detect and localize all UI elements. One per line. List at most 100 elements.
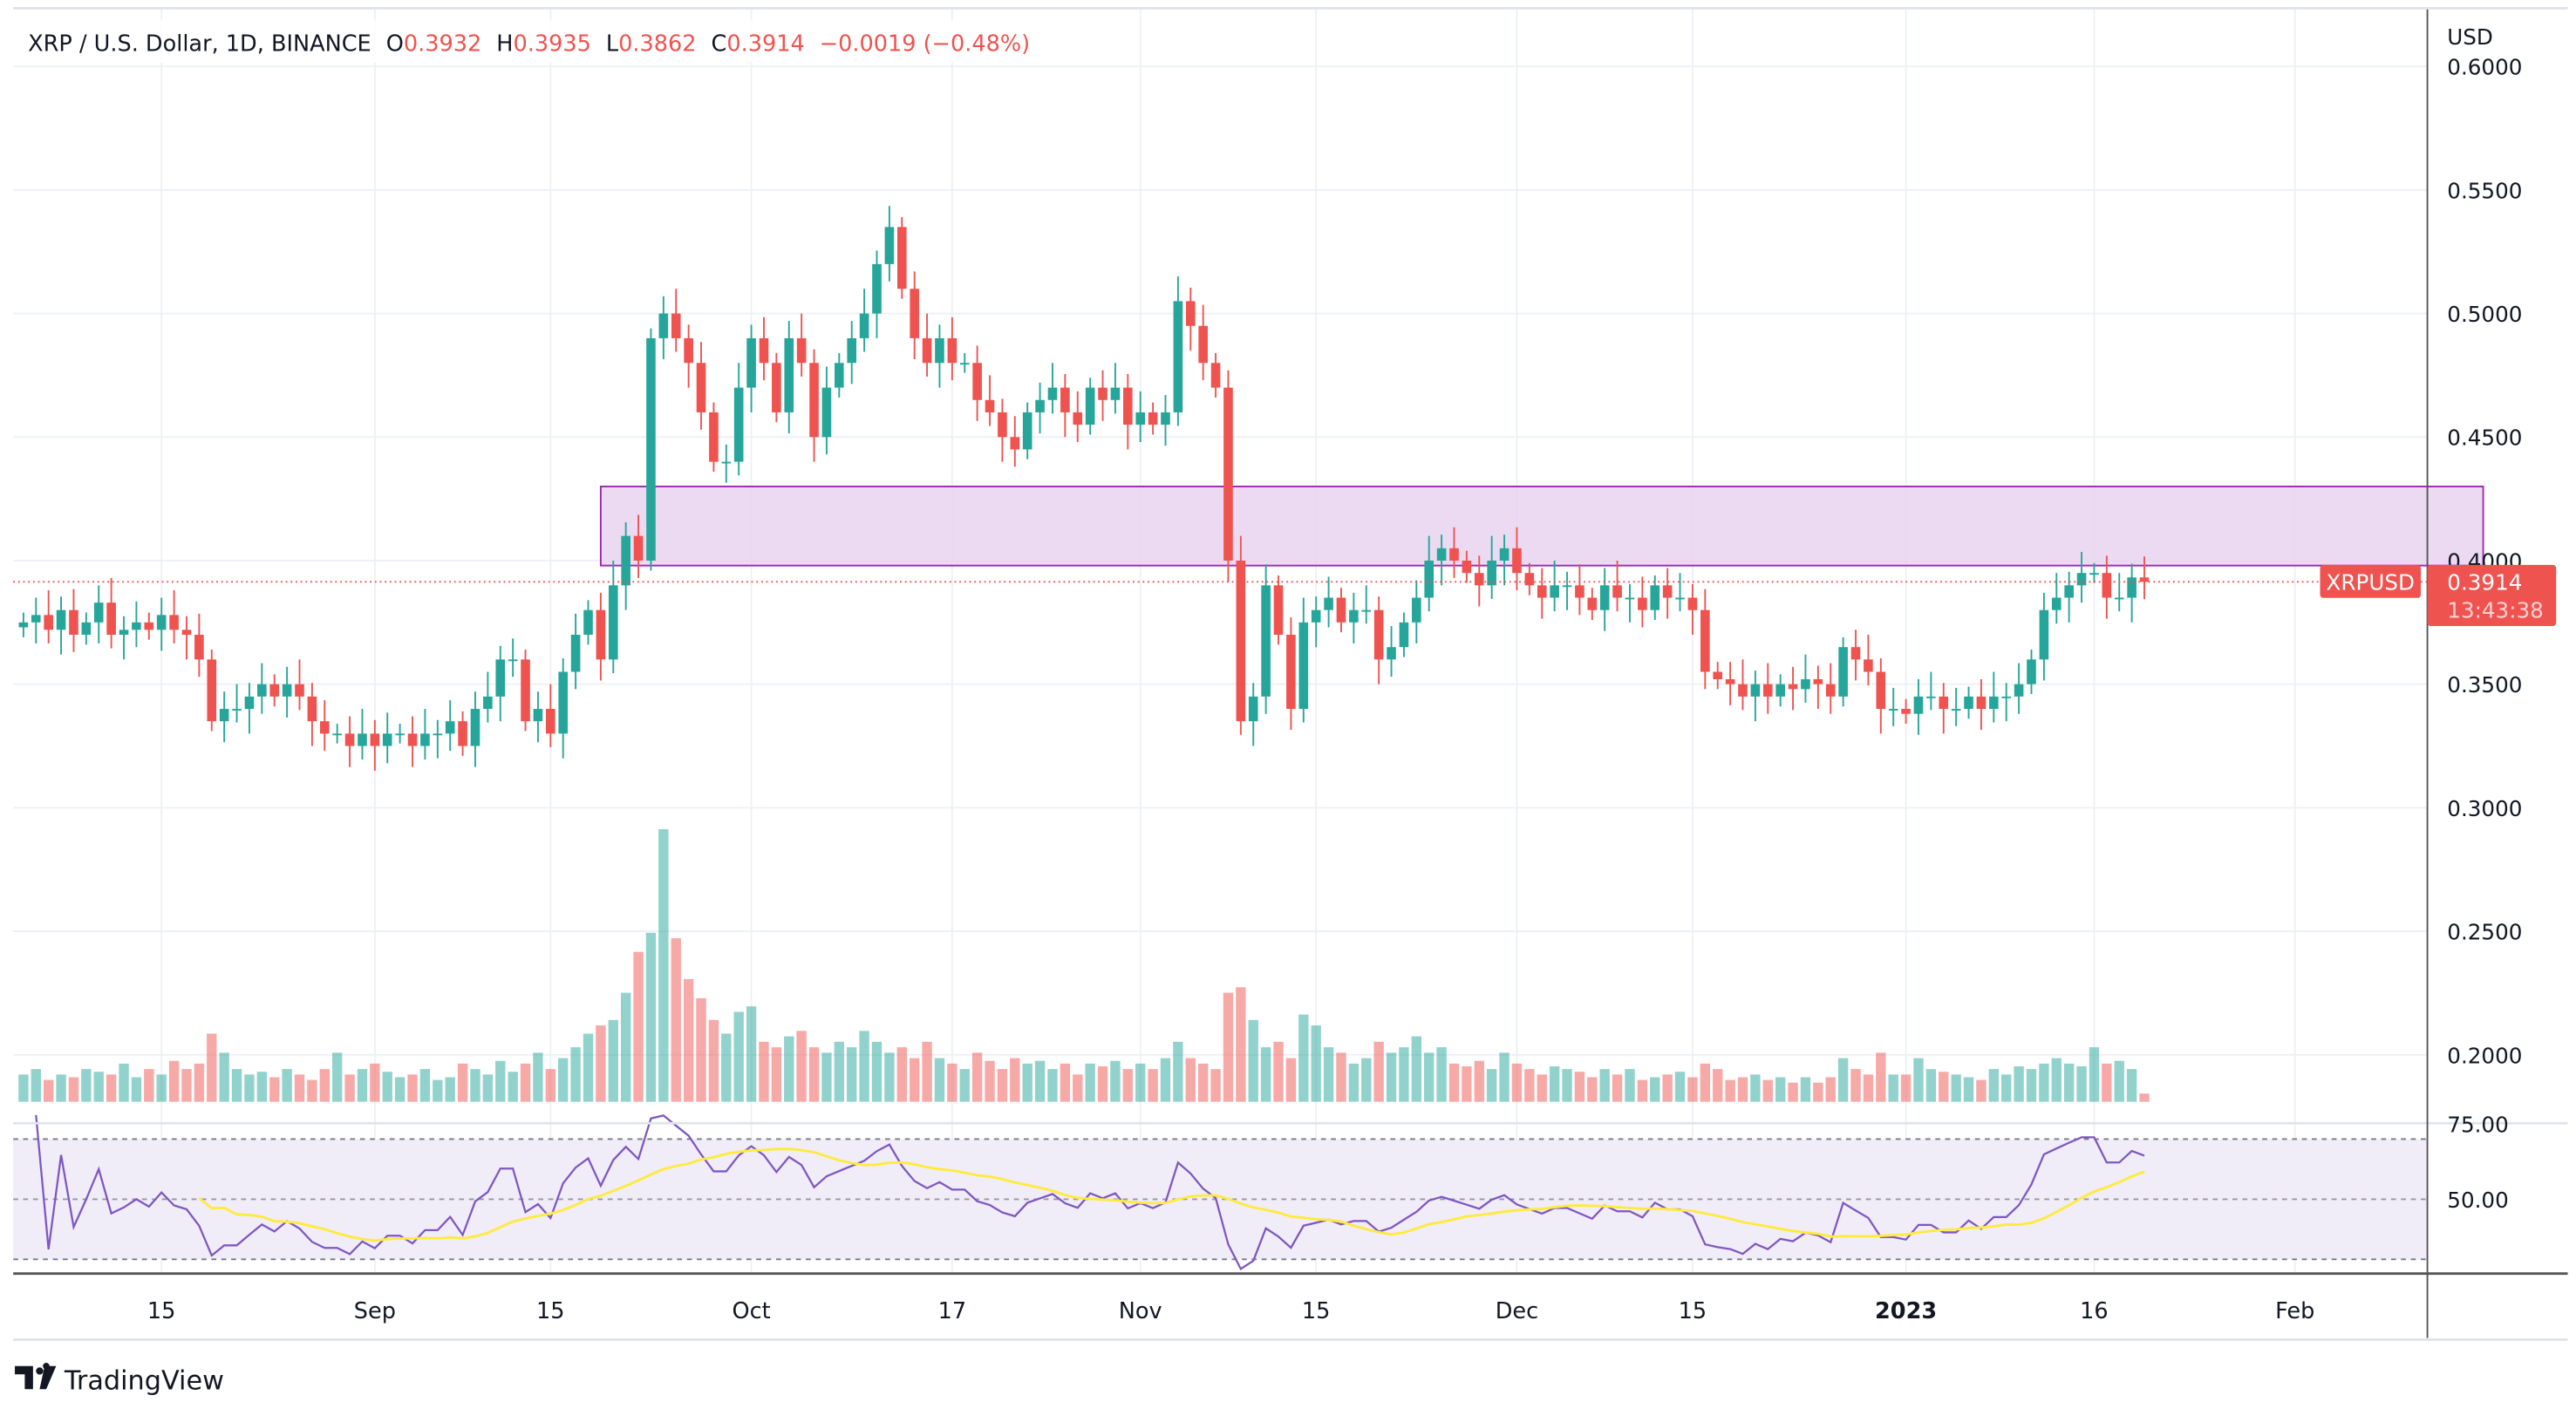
volume-bar (1097, 1065, 1108, 1102)
candle (1976, 679, 1987, 731)
candle-body (257, 684, 267, 697)
candle (382, 712, 392, 764)
candle (1524, 562, 1535, 596)
candle-body (106, 602, 116, 636)
candle (244, 683, 255, 734)
candle-body (558, 671, 569, 734)
candle (1864, 635, 1873, 686)
candle (169, 589, 179, 643)
volume-bar (1047, 1069, 1058, 1102)
candle-body (1412, 597, 1421, 623)
volume-bar (2076, 1065, 2087, 1102)
volume-bar (445, 1077, 455, 1102)
candle-body (56, 609, 66, 630)
tradingview-logo[interactable]: TradingView (15, 1363, 224, 1396)
candle (985, 375, 995, 426)
candle-body (81, 622, 92, 636)
candle (1336, 588, 1346, 633)
volume-bar (1913, 1058, 1924, 1102)
volume-bar (1537, 1074, 1547, 1102)
volume-bar (370, 1063, 380, 1102)
candle-body (809, 363, 819, 438)
rsi-axis[interactable]: 75.00 50.00 (2447, 1113, 2508, 1213)
volume-bar (971, 1052, 983, 1102)
time-axis[interactable]: 15 Sep 15 Oct 17 Nov 15 Dec 15 2023 16 Feb (147, 1298, 2314, 1324)
candle-body (1349, 609, 1359, 623)
candle (633, 514, 644, 578)
candle-body (483, 696, 493, 710)
candle-body (998, 412, 1007, 438)
volume-bar (2139, 1093, 2150, 1102)
rsi-tick-label: 75.00 (2447, 1113, 2508, 1138)
volume-bar (144, 1069, 154, 1102)
candle-body (947, 337, 957, 364)
volume-bar (570, 1047, 581, 1102)
time-tick-label: 15 (147, 1298, 176, 1324)
candle (1499, 534, 1509, 586)
candle (319, 700, 330, 752)
candle (1575, 564, 1584, 616)
candle-body (1035, 399, 1045, 412)
candle-body (570, 635, 581, 672)
candle-body (821, 387, 832, 438)
volume-bar (746, 1006, 757, 1102)
symbol-badge: XRPUSD (2327, 569, 2415, 595)
candle-body (1198, 325, 1208, 364)
candle-body (1537, 585, 1547, 598)
volume-bar (131, 1077, 142, 1102)
candle-body (583, 609, 593, 636)
volume-bar (1160, 1058, 1171, 1102)
symbol-title: XRP / U.S. Dollar, 1D, BINANCE (28, 31, 371, 58)
volume-bar (1499, 1052, 1509, 1102)
candle-body (69, 609, 78, 636)
candle-body (847, 337, 857, 364)
candle-body (232, 709, 242, 711)
volume-bar (834, 1041, 845, 1102)
tradingview-logo-text: TradingView (64, 1365, 224, 1396)
candle-body (470, 709, 480, 746)
candle (1687, 583, 1698, 636)
candle (2039, 592, 2049, 681)
last-price-value: 0.3914 (2447, 569, 2522, 595)
volume-bar (219, 1052, 229, 1102)
volume-bar (1336, 1052, 1346, 1102)
candle-body (1801, 679, 1810, 690)
candle-body (1223, 387, 1233, 561)
candle (972, 345, 982, 421)
candle-body (1888, 709, 1898, 711)
candle-body (194, 635, 204, 660)
volume-bar (683, 978, 694, 1102)
candle (910, 271, 919, 360)
candle-body (1775, 684, 1785, 697)
candle (1010, 416, 1020, 467)
candle-body (1599, 585, 1610, 610)
candle (1813, 665, 1823, 710)
candle (269, 674, 280, 707)
volume-bar (847, 1047, 857, 1102)
resistance-zone[interactable] (599, 486, 2484, 567)
volume-bar (1587, 1077, 1598, 1102)
volume-bar (1386, 1052, 1397, 1102)
volume-bar (1511, 1063, 1523, 1102)
time-tick-label: 2023 (1875, 1298, 1937, 1324)
candle-body (144, 622, 154, 630)
volume-bar (1073, 1074, 1083, 1102)
candle-body (1901, 709, 1911, 714)
volume-bar (1700, 1063, 1711, 1102)
candle-body (922, 337, 932, 364)
candle (1550, 560, 1559, 612)
price-axis[interactable]: 0.60000.55000.50000.45000.40000.35000.30… (2447, 55, 2522, 1069)
volume-bar (1863, 1074, 1874, 1102)
candle (1512, 527, 1522, 590)
volume-bar (207, 1033, 217, 1102)
candle-body (2076, 573, 2087, 586)
candle-body (721, 461, 732, 464)
volume-bar (784, 1036, 794, 1102)
candle-body (1085, 387, 1095, 425)
candle-body (1562, 585, 1572, 588)
volume-bar (1448, 1063, 1460, 1102)
candle-body (1524, 573, 1535, 586)
candle-body (307, 696, 317, 722)
candle-body (1864, 659, 1873, 672)
